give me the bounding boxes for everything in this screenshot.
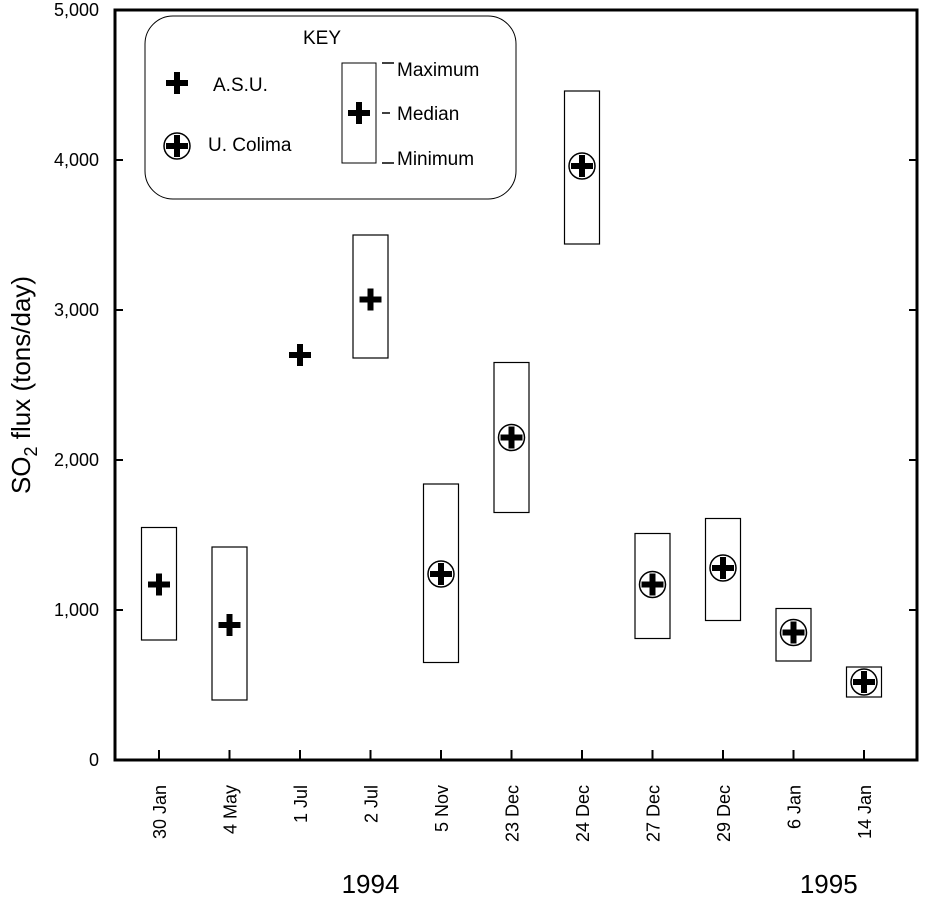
key-min-label: Minimum <box>397 149 474 170</box>
range-box <box>352 234 389 359</box>
x-category-label: 23 Dec <box>503 785 523 842</box>
median-marker <box>571 155 593 177</box>
range-box <box>845 666 883 698</box>
median-marker <box>782 621 805 644</box>
year-label: 1994 <box>342 869 400 899</box>
key-colima-symbol <box>163 132 191 160</box>
plus-vertical <box>720 557 726 579</box>
asu-measurement <box>140 526 178 641</box>
colima-measurement <box>634 532 671 640</box>
range-box <box>563 90 601 245</box>
colima-measurement <box>563 90 601 245</box>
median-marker <box>641 573 664 596</box>
key-legend: KEY A.S.U. U. Colima Maximum Median Mini… <box>144 15 517 200</box>
y-tick-label: 1,000 <box>54 600 99 620</box>
median-marker <box>359 288 382 311</box>
range-box <box>211 546 248 701</box>
key-asu-symbol <box>166 72 188 94</box>
y-axis-label: SO2 flux (tons/day) <box>6 276 41 494</box>
key-colima-label: U. Colima <box>208 135 292 156</box>
x-category-label: 27 Dec <box>644 785 664 842</box>
range-box <box>422 483 460 664</box>
y-tick-label: 5,000 <box>54 0 99 20</box>
plus-vertical <box>226 614 233 636</box>
key-range-box <box>341 62 377 164</box>
colima-measurement <box>422 483 460 664</box>
plus-vertical <box>790 621 797 644</box>
y-tick-label: 3,000 <box>54 300 99 320</box>
y-axis-ticks: 0 1,000 2,000 3,000 4,000 5,000 <box>54 0 917 770</box>
y-tick-label: 2,000 <box>54 450 99 470</box>
key-median-symbol <box>348 102 370 124</box>
plus-vertical <box>156 573 162 596</box>
plus-vertical <box>579 155 585 177</box>
colima-measurement <box>493 361 530 514</box>
median-marker <box>500 426 523 449</box>
plus-vertical <box>297 344 303 366</box>
median-marker <box>218 614 241 636</box>
range-box <box>634 532 671 640</box>
y-axis-label-rest: flux (tons/day) <box>6 276 36 447</box>
key-asu-label: A.S.U. <box>213 75 268 96</box>
plus-vertical <box>861 671 867 693</box>
asu-measurement <box>352 234 389 359</box>
key-box <box>144 15 517 200</box>
colima-measurement <box>775 607 812 662</box>
x-category-label: 4 May <box>221 785 241 834</box>
median-marker <box>712 557 734 579</box>
range-box <box>704 517 742 622</box>
key-median-label: Median <box>397 104 459 125</box>
median-marker <box>430 563 452 585</box>
x-category-label: 5 Nov <box>432 785 452 832</box>
key-title: KEY <box>303 28 341 49</box>
plus-vertical <box>438 563 444 585</box>
plus-vertical <box>649 573 656 596</box>
plus-vertical <box>508 426 515 449</box>
range-box <box>493 361 530 514</box>
asu-measurement <box>211 546 248 701</box>
x-category-label: 14 Jan <box>855 785 875 839</box>
data-marks <box>140 90 883 701</box>
year-label: 1995 <box>800 869 858 899</box>
asu-measurement <box>289 344 311 366</box>
x-category-label: 1 Jul <box>291 785 311 823</box>
x-category-label: 30 Jan <box>150 785 170 839</box>
plot-frame <box>113 8 919 762</box>
median-marker <box>289 344 311 366</box>
y-tick-label: 4,000 <box>54 150 99 170</box>
range-box <box>140 526 178 641</box>
y-tick-label: 0 <box>89 750 99 770</box>
colima-measurement <box>704 517 742 622</box>
key-max-label: Maximum <box>397 60 479 81</box>
x-category-label: 6 Jan <box>785 785 805 829</box>
x-category-label: 29 Dec <box>714 785 734 842</box>
median-marker <box>148 573 170 596</box>
x-category-label: 2 Jul <box>362 785 382 823</box>
colima-measurement <box>845 666 883 698</box>
plus-vertical <box>367 288 374 311</box>
y-axis-label-subscript: 2 <box>21 446 41 456</box>
median-marker <box>853 671 875 693</box>
x-axis-ticks: 30 Jan 4 May 1 Jul 2 Jul 5 Nov 23 Dec 24 Dec 27… <box>150 750 875 899</box>
range-box <box>775 607 812 662</box>
x-category-label: 24 Dec <box>573 785 593 842</box>
